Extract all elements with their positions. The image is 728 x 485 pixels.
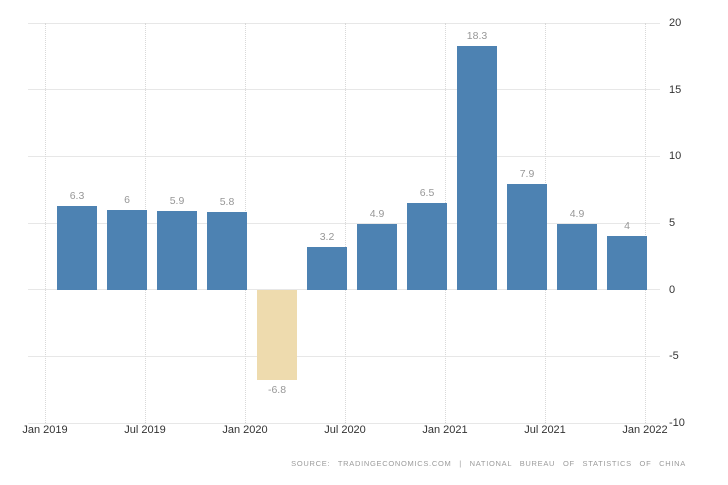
bar-q1-2020[interactable]: [257, 289, 297, 381]
x-axis-tick-label: Jan 2021: [422, 424, 468, 436]
bar-q4-2021[interactable]: [607, 236, 647, 290]
source-attribution: SOURCE: TRADINGECONOMICS.COM | NATIONAL …: [291, 459, 686, 468]
y-gridline: [28, 155, 660, 157]
bar-value-label: 4: [624, 220, 630, 233]
y-axis-tick-label: 0: [669, 283, 676, 296]
bar-value-label: 6.3: [69, 189, 85, 202]
bar-q3-2020[interactable]: [357, 224, 397, 290]
y-axis-tick-label: 10: [669, 150, 682, 163]
bar-value-label: 6.5: [419, 187, 435, 199]
x-axis-tick-label: Jul 2019: [124, 424, 166, 436]
bar-value-label: 5.9: [169, 195, 185, 207]
x-gridline: [644, 23, 646, 423]
bar-value-label: 4.9: [569, 208, 585, 221]
y-gridline: [28, 222, 660, 224]
x-gridline: [344, 23, 346, 423]
bar-value-label: -6.8: [267, 384, 287, 397]
y-axis-tick-label: -5: [669, 350, 679, 363]
bar-q2-2020[interactable]: [307, 247, 347, 290]
y-gridline: [28, 289, 660, 291]
bar-value-label: 5.8: [219, 196, 235, 209]
x-axis-tick-label: Jan 2022: [622, 424, 668, 436]
y-gridline: [28, 22, 660, 24]
bar-value-label: 7.9: [519, 168, 535, 181]
bar-value-label: 6: [124, 193, 130, 206]
bar-q1-2019[interactable]: [57, 205, 97, 290]
bar-value-label: 18.3: [466, 29, 488, 42]
bar-q3-2021[interactable]: [557, 224, 597, 290]
y-gridline: [28, 422, 660, 424]
y-gridline: [28, 355, 660, 357]
bar-q2-2019[interactable]: [107, 209, 147, 290]
y-gridline: [28, 89, 660, 91]
y-axis-tick-label: 20: [669, 17, 682, 29]
bar-q4-2019[interactable]: [207, 212, 247, 290]
x-axis-tick-label: Jul 2020: [324, 424, 366, 436]
y-axis-tick-label: 15: [669, 83, 682, 96]
bar-q3-2019[interactable]: [157, 211, 197, 290]
bar-q1-2021[interactable]: [457, 45, 497, 290]
x-axis-tick-label: Jan 2019: [22, 424, 68, 436]
bar-q2-2021[interactable]: [507, 184, 547, 290]
bar-value-label: 4.9: [369, 208, 385, 221]
y-axis-tick-label: -10: [669, 417, 685, 429]
x-axis-tick-label: Jul 2021: [524, 424, 566, 436]
x-axis-tick-label: Jan 2020: [222, 424, 268, 436]
bar-q4-2020[interactable]: [407, 203, 447, 290]
bar-value-label: 3.2: [319, 231, 335, 243]
x-gridline: [44, 23, 46, 423]
y-axis-tick-label: 5: [669, 217, 676, 229]
plot-area: 6.3 6 5.9 5.8 -6.8 3.2 4.9 6.5 18.3 7.9 4.9 4: [28, 22, 660, 424]
